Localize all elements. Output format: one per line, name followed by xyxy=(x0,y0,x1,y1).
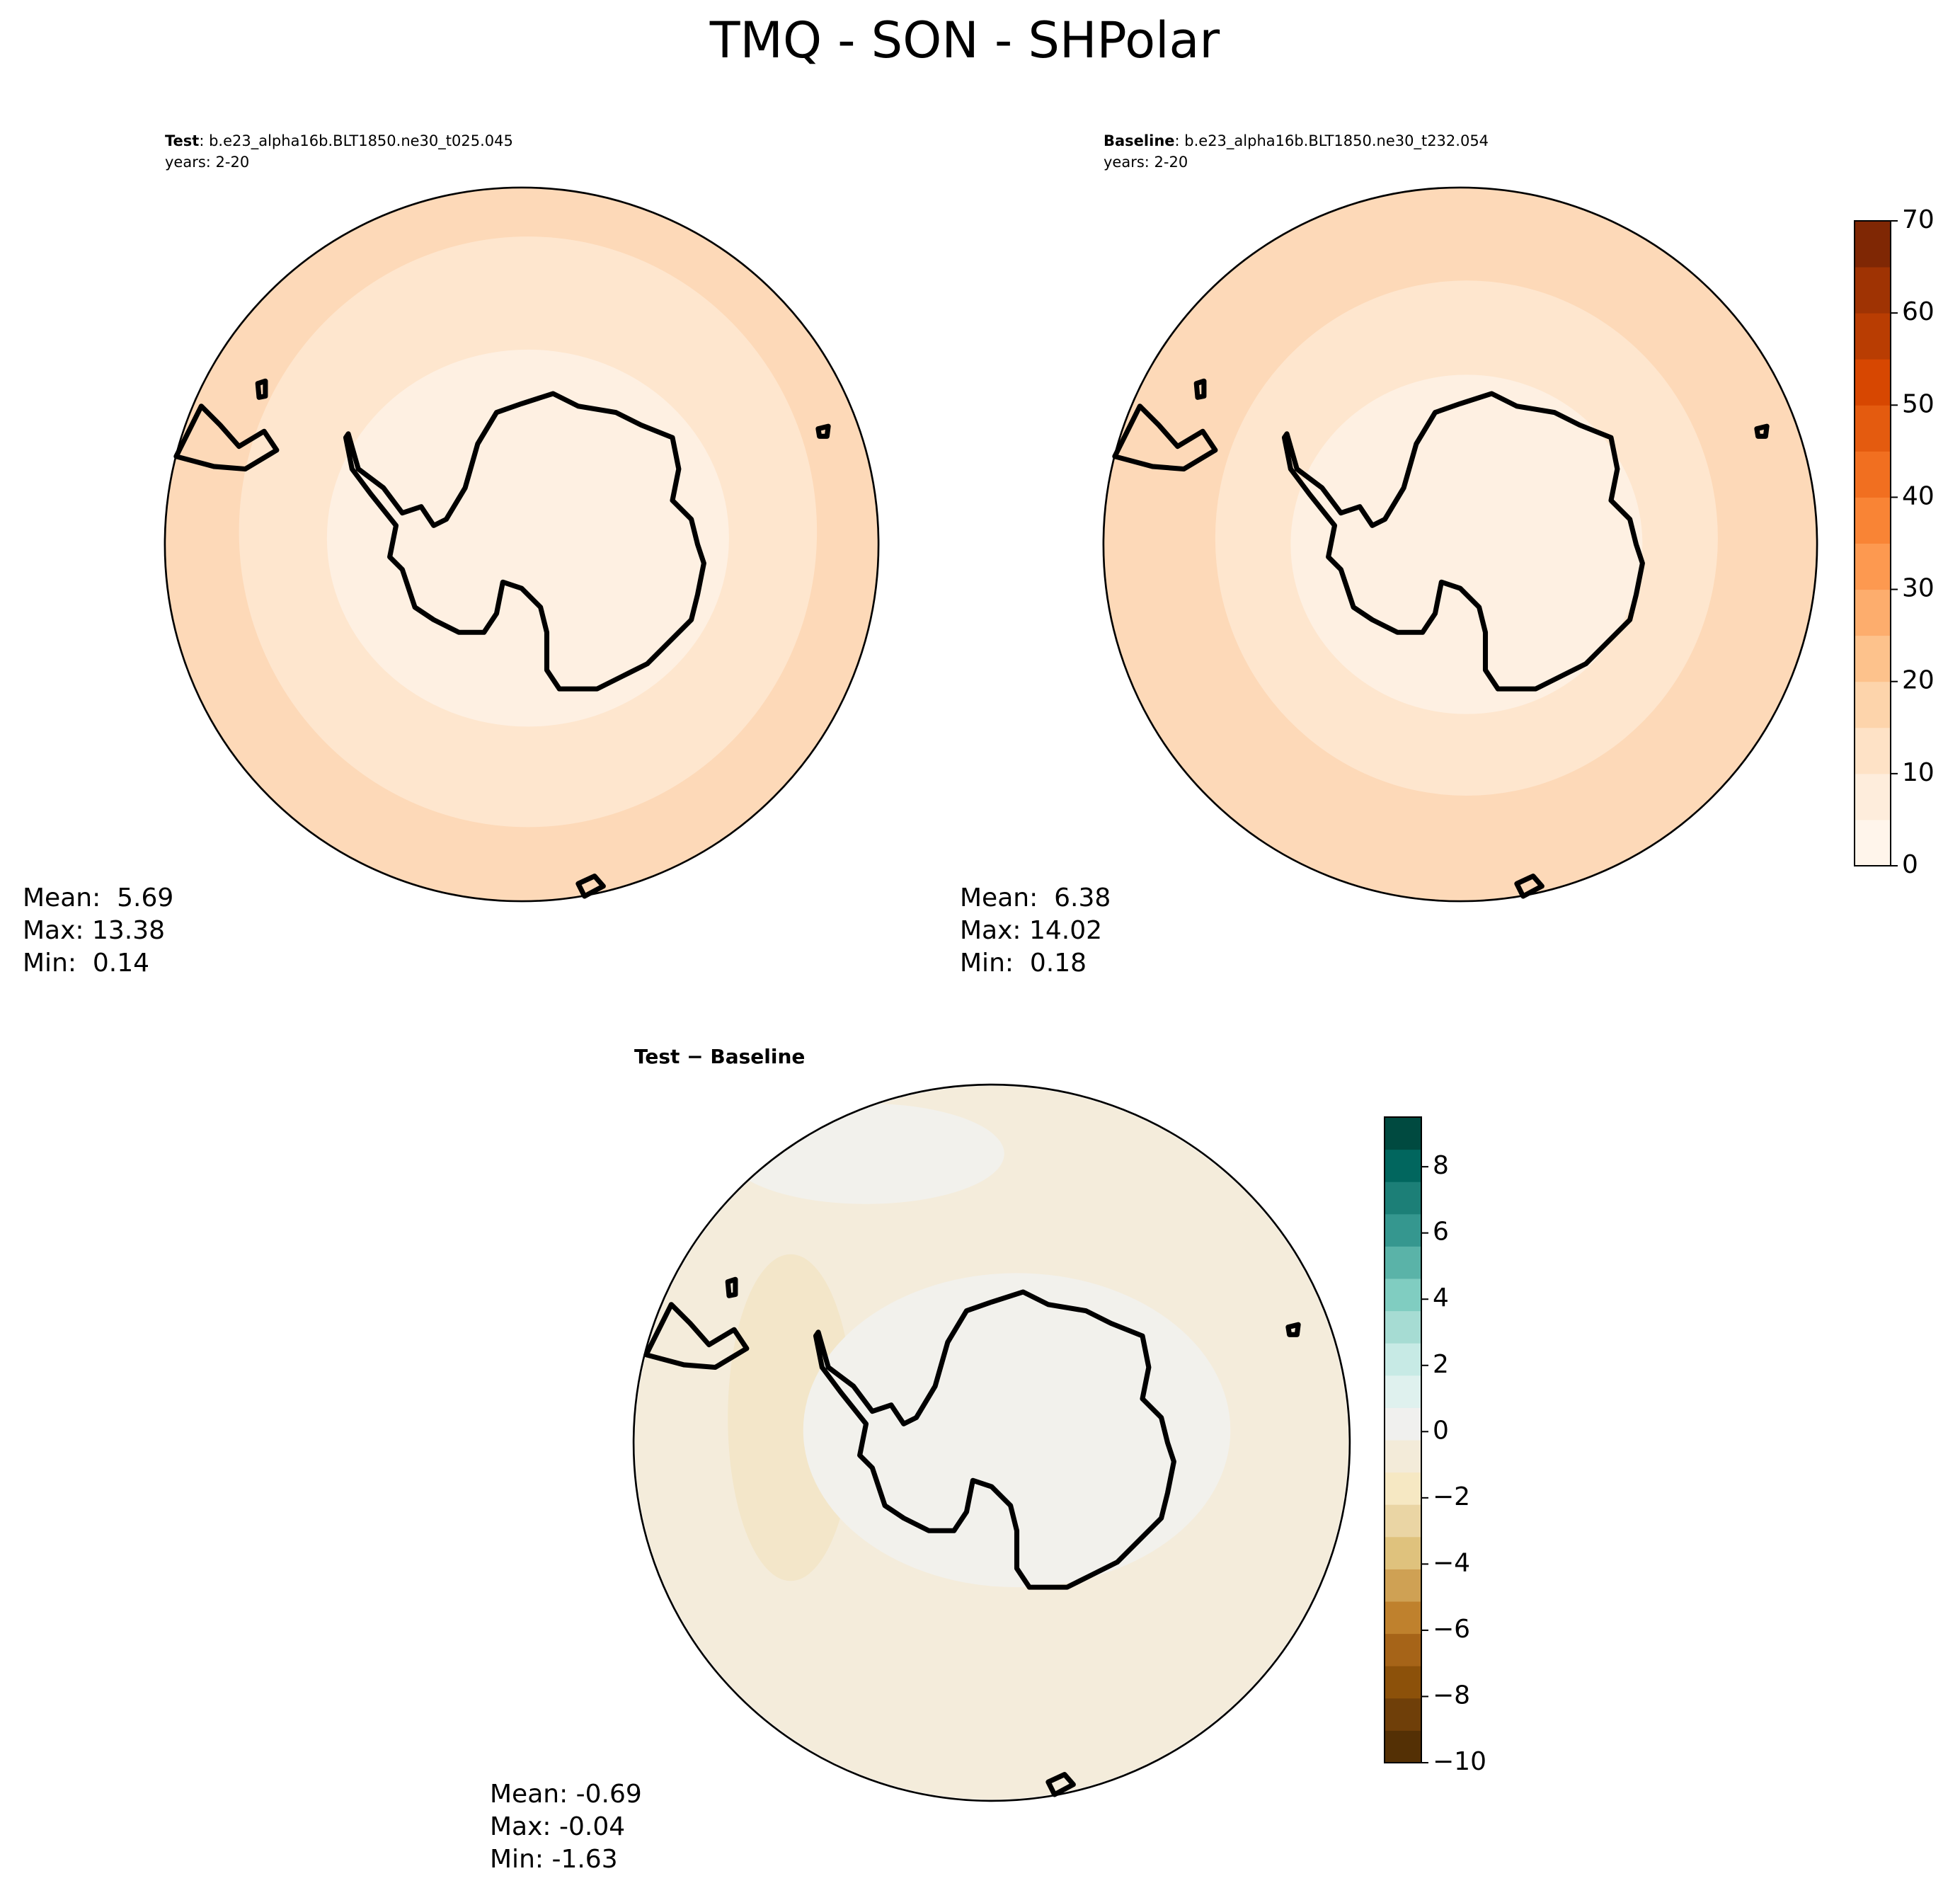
colorbar-band xyxy=(1385,1536,1421,1569)
colorbar-tick-label: 0 xyxy=(1433,1416,1449,1445)
colorbar-tick-label: 20 xyxy=(1902,666,1935,695)
colorbar-band xyxy=(1385,1278,1421,1312)
stat: Max: -0.04 xyxy=(490,1812,625,1841)
colorbar-tick-label: 10 xyxy=(1902,758,1935,787)
colorbar-tick-label: 30 xyxy=(1902,574,1935,603)
colorbar-band xyxy=(1855,773,1891,820)
colorbar-band xyxy=(1855,589,1891,636)
stat: Max: 14.02 xyxy=(960,916,1102,945)
colorbar-band xyxy=(1385,1182,1421,1215)
colorbar-band xyxy=(1855,543,1891,590)
colorbar-band xyxy=(1855,819,1891,866)
colorbar-frame xyxy=(1854,220,1891,866)
colorbar-band xyxy=(1385,1213,1421,1247)
colorbar-frame xyxy=(1384,1116,1422,1763)
colorbar-band xyxy=(1385,1407,1421,1441)
colorbar-band xyxy=(1855,497,1891,544)
colorbar-band xyxy=(1855,221,1891,268)
map xyxy=(1102,186,1818,903)
colorbar-band xyxy=(1855,635,1891,682)
colorbar-band xyxy=(1385,1149,1421,1182)
panel-years: years: 2-20 xyxy=(1104,154,1188,171)
map xyxy=(164,186,880,903)
colorbar-band xyxy=(1385,1310,1421,1344)
colorbar-tick-label: −6 xyxy=(1433,1615,1470,1644)
colorbar-band xyxy=(1385,1633,1421,1666)
stat: Min: 0.14 xyxy=(23,949,149,978)
panel-label: Baseline: b.e23_alpha16b.BLT1850.ne30_t2… xyxy=(1104,132,1489,150)
colorbar-band xyxy=(1385,1343,1421,1376)
colorbar-band xyxy=(1385,1569,1421,1602)
colorbar-band xyxy=(1385,1698,1421,1731)
colorbar-tick-label: 70 xyxy=(1902,205,1935,234)
stat: Min: -1.63 xyxy=(490,1845,618,1874)
stat: Mean: 6.38 xyxy=(960,883,1111,912)
colorbar-tick-label: −4 xyxy=(1433,1548,1470,1577)
colorbar-tick-label: 40 xyxy=(1902,481,1935,510)
panel-case: : b.e23_alpha16b.BLT1850.ne30_t232.054 xyxy=(1175,132,1489,150)
colorbar-band xyxy=(1385,1472,1421,1505)
colorbar-band xyxy=(1385,1246,1421,1279)
colorbar-tick-label: −2 xyxy=(1433,1482,1470,1511)
colorbar-band xyxy=(1385,1117,1421,1150)
colorbar-band xyxy=(1385,1601,1421,1635)
panel-years: years: 2-20 xyxy=(165,154,249,171)
colorbar-band xyxy=(1855,405,1891,452)
colorbar-band xyxy=(1855,359,1891,406)
panel-label: Test: b.e23_alpha16b.BLT1850.ne30_t025.0… xyxy=(165,132,513,150)
colorbar-band xyxy=(1385,1440,1421,1473)
colorbar-band xyxy=(1855,451,1891,498)
colorbar-band xyxy=(1855,727,1891,774)
colorbar-tick-label: 2 xyxy=(1433,1350,1449,1379)
colorbar-tick-label: 50 xyxy=(1902,389,1935,418)
figure-title: TMQ - SON - SHPolar xyxy=(709,11,1220,69)
colorbar-tick-label: 4 xyxy=(1433,1283,1449,1312)
colorbar-tick-label: −10 xyxy=(1433,1747,1486,1776)
panel-title: Test − Baseline xyxy=(634,1045,805,1068)
colorbar-band xyxy=(1385,1730,1421,1763)
colorbar-tick-label: 60 xyxy=(1902,297,1935,326)
colorbar-band xyxy=(1385,1375,1421,1408)
colorbar-band xyxy=(1855,681,1891,728)
panel-name: Baseline xyxy=(1104,132,1175,149)
panel-name: Test xyxy=(165,132,199,149)
stat: Mean: 5.69 xyxy=(23,883,173,912)
colorbar-tick-label: −8 xyxy=(1433,1681,1470,1710)
colorbar-tick-label: 8 xyxy=(1433,1151,1449,1180)
stat: Max: 13.38 xyxy=(23,916,165,945)
colorbar-band xyxy=(1385,1666,1421,1699)
stat: Min: 0.18 xyxy=(960,949,1087,978)
map xyxy=(632,1083,1351,1802)
colorbar-band xyxy=(1385,1504,1421,1538)
colorbar-tick-label: 0 xyxy=(1902,850,1918,879)
panel-case: : b.e23_alpha16b.BLT1850.ne30_t025.045 xyxy=(199,132,513,150)
colorbar-band xyxy=(1855,313,1891,360)
stat: Mean: -0.69 xyxy=(490,1780,642,1809)
colorbar-tick-label: 6 xyxy=(1433,1218,1449,1247)
colorbar-band xyxy=(1855,267,1891,314)
